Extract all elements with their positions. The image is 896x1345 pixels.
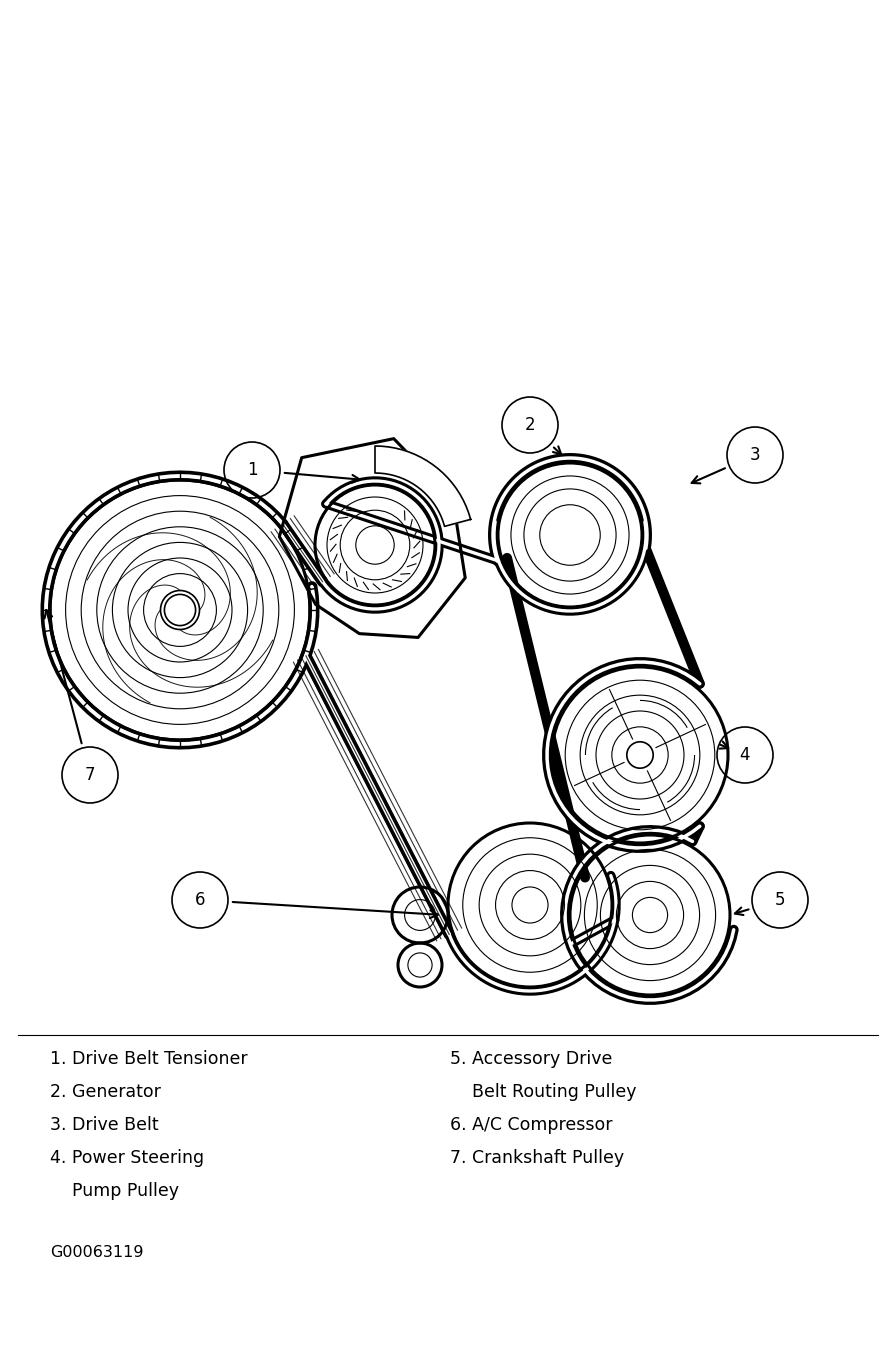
Text: 7. Crankshaft Pulley: 7. Crankshaft Pulley [450, 1149, 625, 1167]
Text: 4. Power Steering: 4. Power Steering [50, 1149, 204, 1167]
Text: 6. A/C Compressor: 6. A/C Compressor [450, 1116, 613, 1134]
Text: 3. Drive Belt: 3. Drive Belt [50, 1116, 159, 1134]
Text: G00063119: G00063119 [50, 1245, 143, 1260]
Text: 6: 6 [194, 890, 205, 909]
Text: Pump Pulley: Pump Pulley [50, 1182, 179, 1200]
Text: 4: 4 [740, 746, 750, 764]
Text: 5: 5 [775, 890, 785, 909]
Text: 1. Drive Belt Tensioner: 1. Drive Belt Tensioner [50, 1050, 247, 1068]
Text: 7: 7 [85, 767, 95, 784]
Text: 3: 3 [750, 447, 761, 464]
Polygon shape [375, 447, 470, 526]
Text: 2: 2 [525, 416, 535, 434]
Text: 2. Generator: 2. Generator [50, 1083, 161, 1102]
Text: 1: 1 [246, 461, 257, 479]
Text: 5. Accessory Drive: 5. Accessory Drive [450, 1050, 612, 1068]
Text: Belt Routing Pulley: Belt Routing Pulley [450, 1083, 636, 1102]
